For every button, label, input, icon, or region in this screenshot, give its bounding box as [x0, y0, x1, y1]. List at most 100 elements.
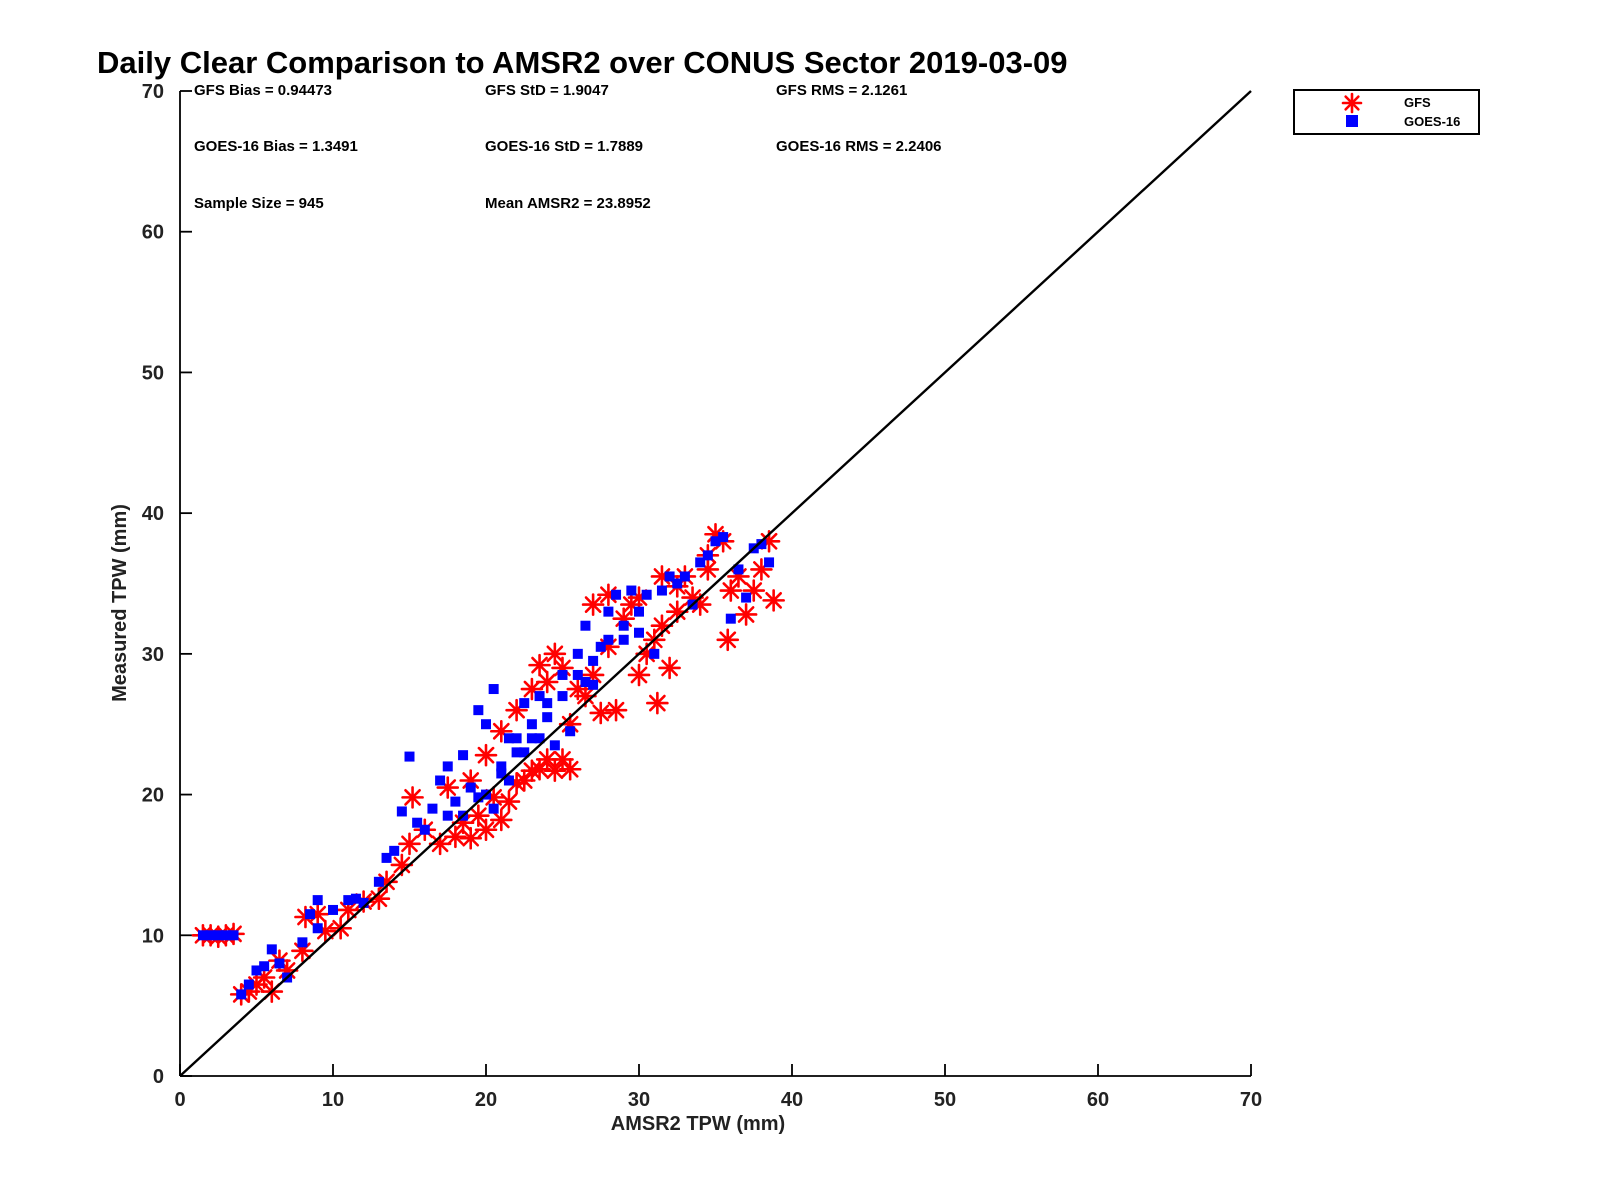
- chart-title: Daily Clear Comparison to AMSR2 over CON…: [97, 45, 1068, 80]
- goes-16-point: [412, 817, 423, 828]
- gfs-point: [444, 825, 467, 849]
- goes-16-point: [305, 909, 316, 920]
- x-axis-label: AMSR2 TPW (mm): [611, 1113, 785, 1135]
- goes-16-point: [419, 824, 430, 835]
- goes-16-point: [473, 705, 484, 716]
- goes-16-point: [733, 564, 744, 575]
- goes-16-point: [565, 726, 576, 737]
- goes-16-point: [718, 532, 729, 543]
- gfs-point: [489, 808, 513, 832]
- x-tick-label: 40: [781, 1089, 803, 1111]
- goes-16-point: [205, 930, 216, 941]
- goes-16-point: [611, 589, 622, 600]
- gfs-point: [558, 757, 582, 781]
- goes-16-point: [634, 606, 644, 617]
- gfs-point: [398, 832, 421, 856]
- goes-16-point: [297, 937, 308, 948]
- goes-16-point: [764, 557, 775, 568]
- goes-16-point: [756, 539, 767, 550]
- legend-gfs-label: GFS: [1404, 95, 1431, 110]
- goes-16-point: [695, 557, 706, 568]
- goes-16-point: [358, 897, 369, 908]
- stat-goes-bias: GOES-16 Bias = 1.3491: [194, 138, 358, 155]
- stat-mean-amsr2: Mean AMSR2 = 23.8952: [485, 195, 651, 212]
- goes-16-point: [488, 803, 499, 814]
- goes-16-point: [649, 648, 660, 659]
- goes-16-point: [511, 733, 522, 744]
- goes-16-point: [427, 803, 438, 814]
- gfs-point: [474, 743, 498, 767]
- legend-goes-marker: [1346, 115, 1358, 127]
- goes-16-point: [526, 719, 537, 730]
- gfs-point: [505, 698, 528, 722]
- goes-16-point: [220, 930, 231, 941]
- goes-16-point: [488, 684, 499, 695]
- goes-16-point: [312, 923, 323, 934]
- goes-16-point: [343, 895, 354, 906]
- gfs-point: [459, 826, 483, 850]
- goes-16-point: [481, 719, 491, 730]
- goes-16-point: [679, 571, 690, 582]
- y-tick-label: 10: [142, 925, 164, 947]
- stat-goes-rms: GOES-16 RMS = 2.2406: [776, 138, 942, 155]
- legend-goes-label: GOES-16: [1404, 114, 1460, 129]
- x-tick-label: 10: [322, 1089, 344, 1111]
- gfs-point: [474, 818, 498, 842]
- gfs-point: [401, 786, 424, 809]
- legend-gfs-marker: [1341, 92, 1363, 114]
- y-tick-label: 20: [142, 785, 164, 807]
- gfs-point: [762, 589, 785, 612]
- goes-16-point: [197, 930, 208, 941]
- goes-16-point: [542, 712, 553, 723]
- gfs-point: [497, 790, 521, 813]
- goes-16-point: [580, 620, 591, 631]
- y-tick-label: 40: [142, 503, 164, 525]
- stat-gfs-std: GFS StD = 1.9047: [485, 82, 609, 99]
- goes-16-point: [503, 733, 514, 744]
- x-tick-label: 20: [475, 1089, 497, 1111]
- goes-16-point: [266, 944, 277, 955]
- goes-16-point: [259, 961, 270, 972]
- goes-16-point: [603, 634, 614, 645]
- x-tick-label: 0: [174, 1089, 185, 1111]
- goes-16-point: [519, 747, 530, 758]
- y-tick-label: 30: [142, 644, 164, 666]
- goes-16-series: [197, 532, 775, 1000]
- goes-16-point: [503, 775, 514, 786]
- gfs-point: [535, 670, 559, 694]
- y-tick-label: 70: [142, 81, 164, 103]
- stat-gfs-bias: GFS Bias = 0.94473: [194, 82, 332, 99]
- goes-16-point: [725, 613, 736, 624]
- goes-16-point: [641, 589, 652, 600]
- goes-16-point: [442, 761, 453, 772]
- goes-16-point: [595, 641, 606, 652]
- goes-16-point: [496, 768, 507, 779]
- goes-16-point: [572, 669, 583, 680]
- goes-16-point: [236, 989, 247, 1000]
- legend-box: [1293, 89, 1480, 135]
- goes-16-point: [572, 648, 583, 659]
- goes-16-point: [450, 796, 461, 807]
- goes-16-point: [634, 627, 644, 638]
- stat-sample-size: Sample Size = 945: [194, 195, 324, 212]
- legend-gfs-asterisk: [1341, 92, 1363, 114]
- goes-16-point: [672, 578, 683, 589]
- goes-16-point: [534, 691, 545, 702]
- gfs-point: [646, 691, 669, 715]
- goes-16-point: [656, 585, 667, 596]
- gfs-point: [658, 656, 681, 680]
- goes-16-point: [228, 930, 239, 941]
- goes-16-point: [549, 740, 560, 751]
- goes-16-point: [458, 750, 469, 761]
- goes-16-point: [328, 904, 338, 915]
- goes-16-point: [526, 733, 537, 744]
- gfs-point: [719, 579, 743, 602]
- goes-16-point: [251, 965, 262, 976]
- gfs-point: [734, 603, 758, 626]
- goes-16-point: [664, 571, 675, 582]
- goes-16-point: [710, 536, 721, 547]
- goes-16-point: [588, 679, 599, 690]
- goes-16-point: [557, 691, 568, 702]
- stat-goes-std: GOES-16 StD = 1.7889: [485, 138, 643, 155]
- y-axis-label: Measured TPW (mm): [109, 504, 131, 702]
